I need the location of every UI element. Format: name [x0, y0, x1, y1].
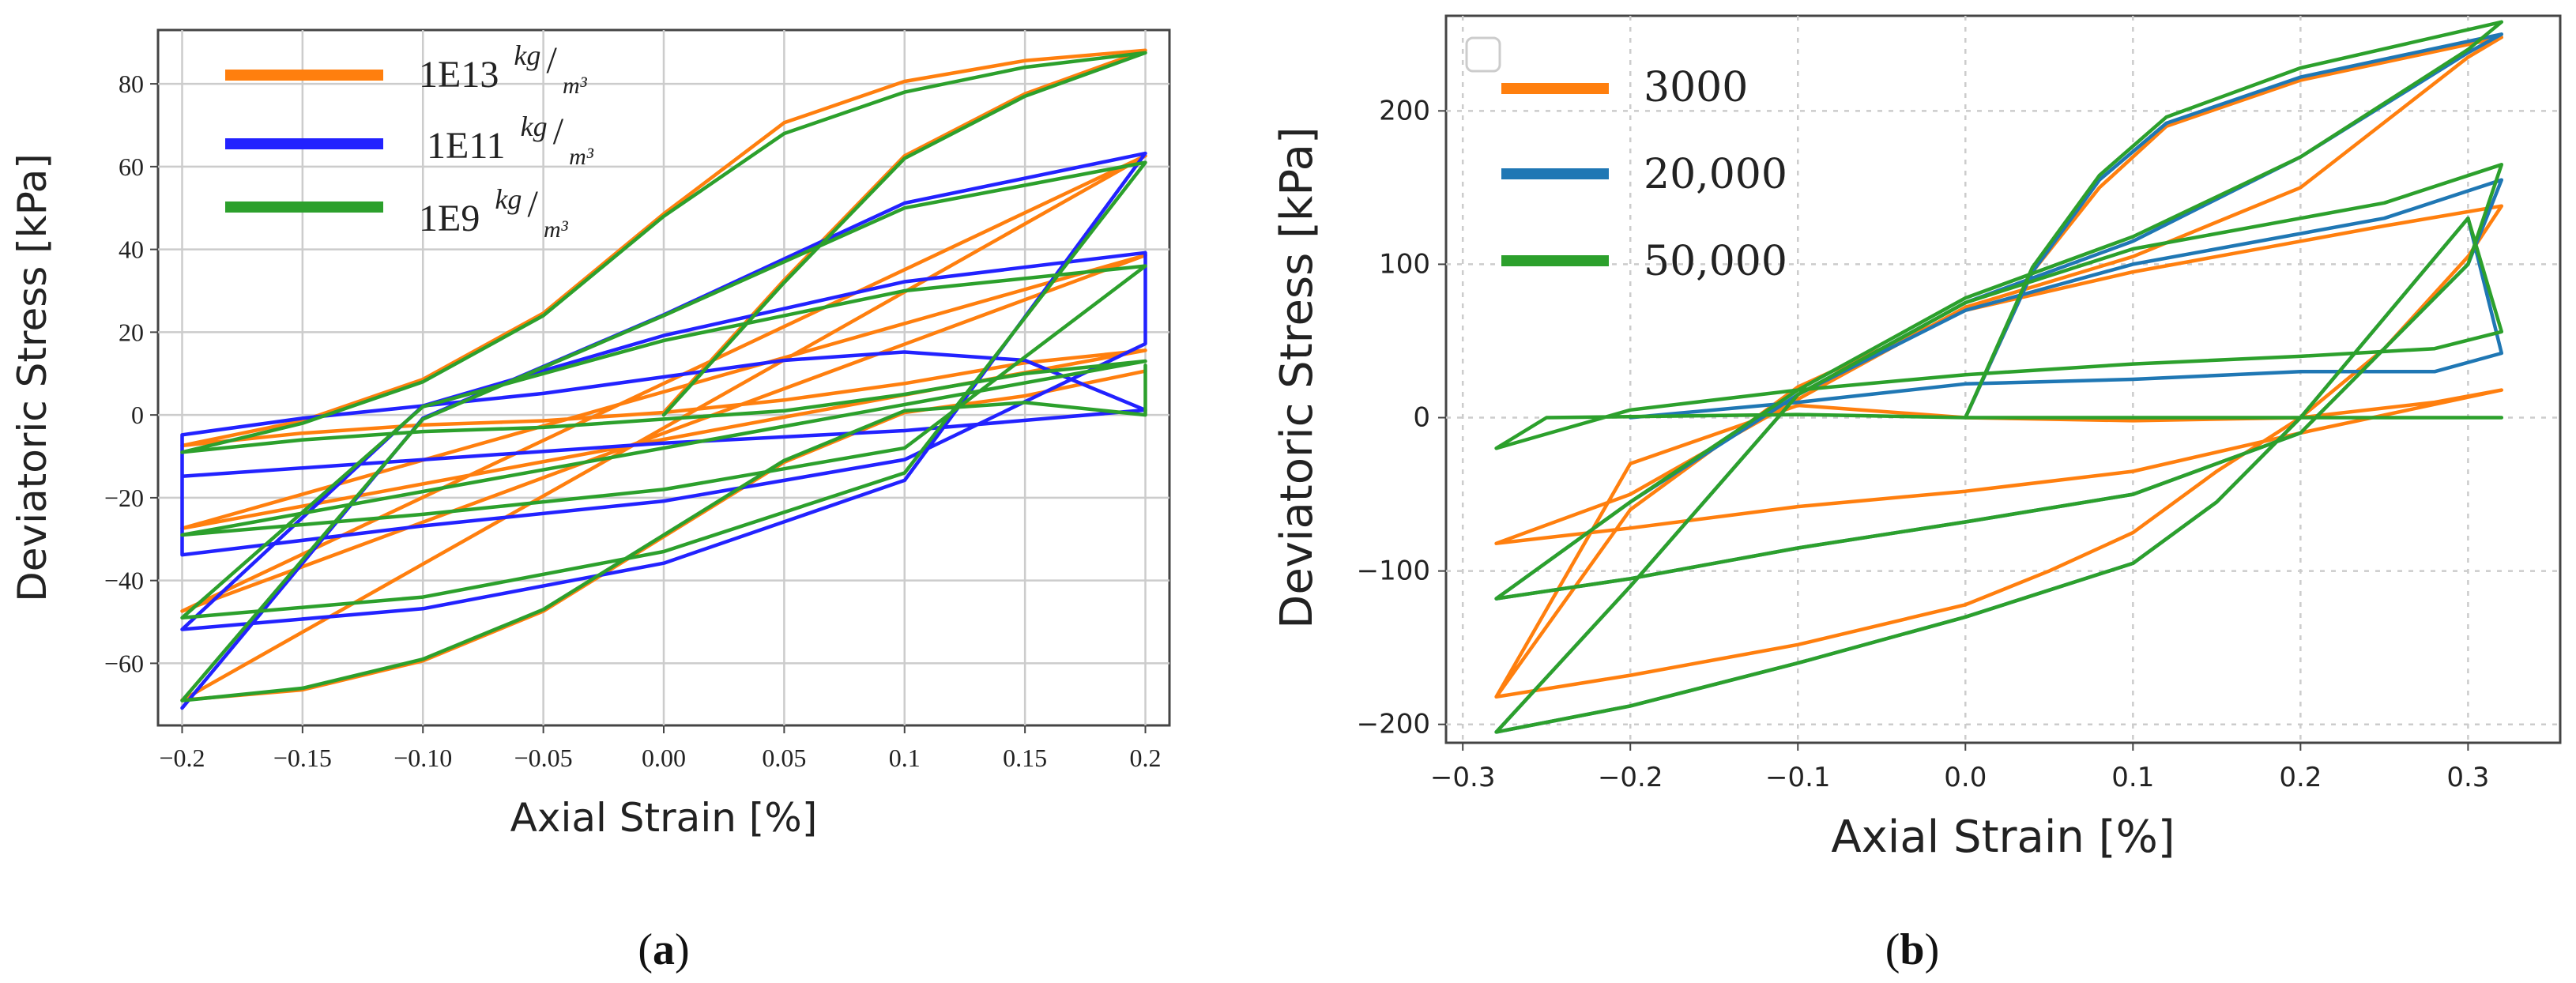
series-line-a-2 — [180, 51, 1147, 702]
tick-label-x-a-3: −0.05 — [514, 744, 573, 772]
legend-unit-num-1e13: kg — [514, 40, 540, 71]
tick-label-y-b-1: −100 — [1357, 556, 1430, 587]
tick-label-x-b-2: −0.1 — [1765, 762, 1831, 793]
legend-label-1e11: 1E11 — [427, 125, 506, 167]
tick-label-y-a-4: 20 — [119, 318, 144, 346]
tick-label-y-a-6: 60 — [119, 153, 144, 181]
series-group-b — [1494, 20, 2504, 734]
legend-label-50000: 50,000 — [1644, 238, 1787, 285]
chart-panel-b: −0.3 −0.2 −0.1 0.0 0.1 0.2 0.3−200−1000100200 … — [1271, 14, 2562, 974]
tick-label-y-a-1: −40 — [104, 567, 144, 595]
tick-label-x-b-0: −0.3 — [1430, 762, 1496, 793]
y-axis-label-b: Deviatoric Stress [kPa] — [1271, 126, 1323, 629]
legend-slash-1e9: / — [528, 183, 539, 225]
x-axis-label-b: Axial Strain [%] — [1831, 812, 2175, 863]
tick-label-y-a-5: 40 — [119, 235, 144, 264]
tick-label-x-b-1: −0.2 — [1598, 762, 1663, 793]
tick-label-x-b-4: 0.1 — [2111, 762, 2154, 793]
legend-unit-den-1e11: m³ — [569, 144, 594, 170]
legend-b: 3000 20,000 50,000 — [1465, 36, 1787, 285]
panel-label-a: (a) — [638, 925, 689, 974]
legend-label-3000: 3000 — [1644, 64, 1748, 111]
legend-entry-1e9: 1E9 kg / m³ — [419, 183, 569, 243]
tick-label-y-b-2: 0 — [1413, 402, 1430, 434]
chart-panel-a: −0.2 −0.15 −0.10 −0.05 0.00 0.05 0.1 0.15 0.2 −60… — [9, 28, 1171, 974]
legend-unit-num-1e9: kg — [495, 183, 522, 215]
legend-slash-1e11: / — [553, 111, 564, 153]
legend-unit-den-1e9: m³ — [544, 217, 569, 243]
legend-empty-handle — [1465, 36, 1501, 73]
series-line-b-2 — [1494, 20, 2504, 734]
panel-label-b-open: ( — [1885, 925, 1900, 974]
legend-a: 1E13 kg / m³ 1E11 kg / m³ 1E9 kg / m³ — [225, 40, 594, 243]
series-group-a — [180, 48, 1147, 710]
tick-label-x-b-3: 0.0 — [1944, 762, 1987, 793]
series-line-a-1 — [180, 151, 1147, 710]
panel-label-a-letter: a — [653, 925, 675, 974]
legend-label-20000: 20,000 — [1644, 151, 1787, 198]
tick-label-x-a-7: 0.15 — [1003, 744, 1047, 772]
tick-label-x-a-5: 0.05 — [762, 744, 806, 772]
ticks-b: −0.3 −0.2 −0.1 0.0 0.1 0.2 0.3 −200 −100 0 100 200 — [1357, 95, 2490, 793]
legend-slash-1e13: / — [547, 40, 558, 81]
tick-label-x-a-2: −0.10 — [394, 744, 452, 772]
tick-label-x-a-0: −0.2 — [159, 744, 205, 772]
tick-label-x-a-6: 0.1 — [889, 744, 921, 772]
panel-label-b: (b) — [1885, 925, 1939, 974]
legend-unit-num-1e11: kg — [521, 111, 548, 142]
x-axis-label-a: Axial Strain [%] — [510, 795, 818, 841]
plot-frame-b — [1444, 14, 2562, 744]
legend-unit-den-1e13: m³ — [563, 73, 588, 99]
panel-label-a-close: ) — [675, 925, 690, 974]
tick-label-x-a-1: −0.15 — [273, 744, 332, 772]
legend-label-1e9: 1E9 — [419, 198, 480, 239]
ticks-a: −0.2 −0.15 −0.10 −0.05 0.00 0.05 0.1 0.15 0.2 −60… — [104, 70, 1162, 772]
tick-label-y-b-3: 100 — [1379, 248, 1430, 280]
tick-label-y-b-4: 200 — [1379, 95, 1430, 126]
tick-label-x-b-6: 0.3 — [2446, 762, 2489, 793]
tick-label-y-a-7: 80 — [119, 70, 144, 98]
panel-label-b-close: ) — [1925, 925, 1940, 974]
panel-label-a-open: ( — [638, 925, 653, 974]
tick-label-y-a-3: 0 — [131, 401, 144, 429]
legend-label-1e13: 1E13 — [419, 54, 499, 96]
tick-label-x-a-8: 0.2 — [1130, 744, 1162, 772]
legend-entry-1e11: 1E11 kg / m³ — [427, 111, 594, 170]
panel-label-b-letter: b — [1900, 925, 1924, 974]
y-axis-label-a: Deviatoric Stress [kPa] — [9, 153, 55, 601]
tick-label-y-b-0: −200 — [1357, 709, 1430, 740]
tick-label-x-a-4: 0.00 — [642, 744, 686, 772]
tick-label-y-a-0: −60 — [104, 649, 144, 677]
legend-entry-1e13: 1E13 kg / m³ — [419, 40, 588, 99]
tick-label-y-a-2: −20 — [104, 484, 144, 512]
tick-label-x-b-5: 0.2 — [2279, 762, 2322, 793]
